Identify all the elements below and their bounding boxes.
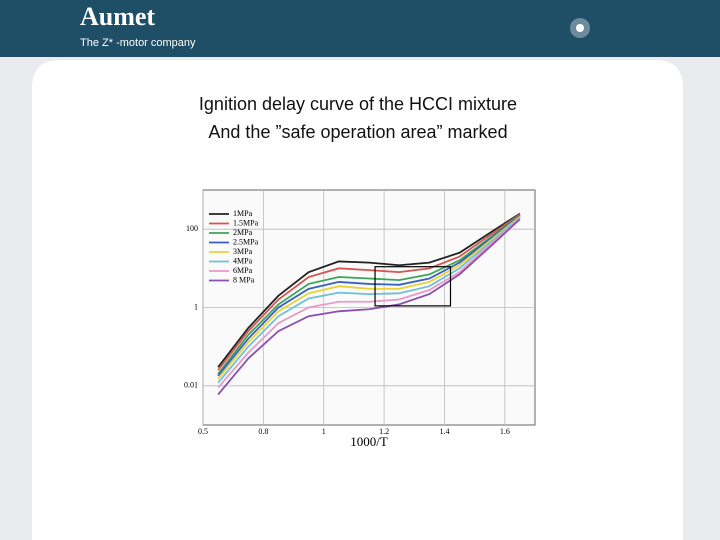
x-tick-label: 0.5 (198, 427, 208, 436)
x-tick-label: 1.6 (500, 427, 510, 436)
tagline: The Z* -motor company (80, 37, 196, 49)
series-line (217, 215, 521, 377)
series-line (217, 216, 521, 384)
x-tick-label: 1.2 (379, 427, 389, 436)
y-tick-label: 0.01 (184, 381, 198, 390)
safe-area (374, 266, 452, 307)
legend-label: 2.5MPa (233, 237, 259, 246)
series-line (217, 212, 521, 368)
slide-title: Ignition delay curve of the HCCI mixture (199, 94, 517, 114)
series-line (217, 214, 521, 375)
x-axis-label: 1000/T (350, 434, 388, 449)
header-bar (0, 0, 720, 57)
legend-label: 3MPa (233, 247, 253, 256)
glow-core (576, 24, 584, 32)
chart: 0.01 1 100 0.5 0.8 1 1.2 1.4 1.6 1000/T 1MPa1.5MPa… (184, 189, 536, 449)
y-tick-label: 1 (194, 302, 198, 311)
y-tick-label: 100 (186, 224, 198, 233)
legend-label: 1.5MPa (233, 218, 259, 227)
series-line (217, 213, 521, 371)
slide-title: And the ”safe operation area” marked (208, 122, 507, 142)
legend-label: 2MPa (233, 228, 253, 237)
legend-label: 8 MPa (233, 275, 255, 284)
legend-label: 4MPa (233, 256, 253, 265)
legend-label: 6MPa (233, 266, 253, 275)
x-tick-label: 1 (322, 427, 326, 436)
logo: Aumet (80, 2, 155, 31)
legend-label: 1MPa (233, 209, 253, 218)
x-tick-label: 0.8 (258, 427, 268, 436)
x-tick-label: 1.4 (439, 427, 449, 436)
series-line (217, 218, 521, 396)
series-line (217, 217, 521, 389)
series-line (217, 215, 521, 380)
